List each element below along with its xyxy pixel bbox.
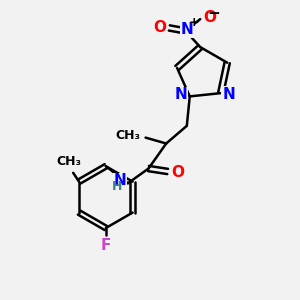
Text: +: + <box>188 16 199 29</box>
Text: N: N <box>181 22 194 37</box>
Text: O: O <box>153 20 166 35</box>
Text: N: N <box>175 87 188 102</box>
Text: CH₃: CH₃ <box>56 155 81 168</box>
Text: −: − <box>207 6 220 21</box>
Text: O: O <box>203 10 216 25</box>
Text: F: F <box>100 238 111 253</box>
Text: CH₃: CH₃ <box>116 129 141 142</box>
Text: N: N <box>222 87 235 102</box>
Text: H: H <box>112 180 122 193</box>
Text: N: N <box>114 173 126 188</box>
Text: O: O <box>171 165 184 180</box>
